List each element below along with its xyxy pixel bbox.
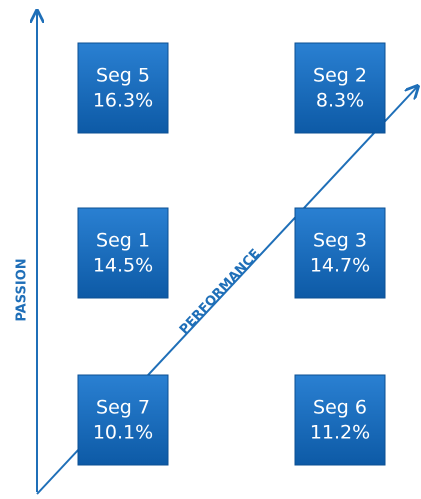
segment-value: 8.3% (316, 90, 364, 112)
segment-box (294, 42, 386, 134)
diagonal-label: PERFORMANCE (177, 246, 263, 337)
segment-value: 10.1% (93, 422, 153, 444)
segment-label: Seg 5 (96, 65, 150, 87)
segment-box (294, 374, 386, 466)
segment-box (294, 207, 386, 299)
segment-label: Seg 2 (313, 65, 367, 87)
segment-value: 16.3% (93, 90, 153, 112)
segment-value: 14.5% (93, 255, 153, 277)
vertical-label: PASSION (15, 258, 30, 321)
segment-box (77, 374, 169, 466)
segment-box (77, 42, 169, 134)
segment-label: Seg 6 (313, 397, 367, 419)
segment-box (77, 207, 169, 299)
segment-label: Seg 7 (96, 397, 150, 419)
segment-value: 11.2% (310, 422, 370, 444)
segments: Seg 5 16.3% Seg 2 8.3% Seg 1 14.5% Seg 3 14.7% S… (77, 42, 386, 466)
segment-label: Seg 1 (96, 230, 150, 252)
segment-value: 14.7% (310, 255, 370, 277)
segment-label: Seg 3 (313, 230, 367, 252)
